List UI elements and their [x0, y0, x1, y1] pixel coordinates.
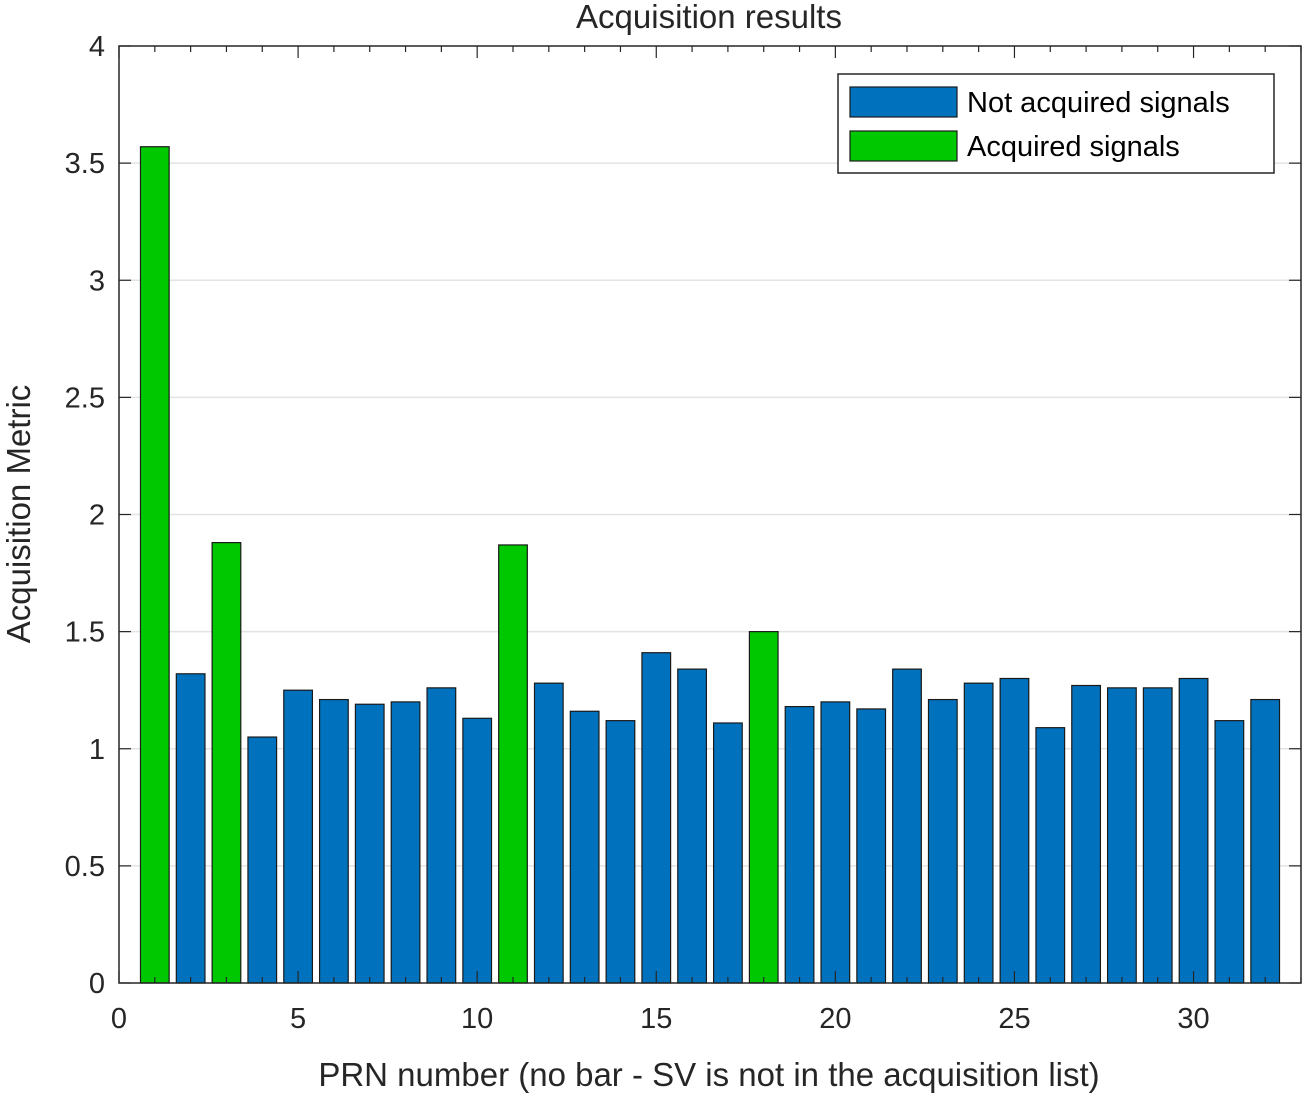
bar-prn-10: [462, 717, 493, 984]
bar-prn-26: [1035, 727, 1066, 984]
x-tick-label: 15: [640, 1003, 672, 1035]
bar-prn-4: [247, 736, 278, 984]
y-tick-label: 1.5: [65, 617, 105, 649]
y-tick-label: 3: [89, 265, 105, 297]
y-tick-label: 3.5: [65, 148, 105, 180]
bar-prn-28: [1106, 687, 1137, 984]
bar-prn-2: [175, 673, 206, 984]
legend-swatch: [849, 86, 958, 118]
legend: Not acquired signals Acquired signals: [837, 73, 1275, 174]
bars: [139, 146, 1281, 984]
y-tick-label: 2.5: [65, 382, 105, 414]
bar-prn-31: [1214, 720, 1245, 984]
bar-prn-11: [498, 544, 528, 984]
y-tick-label: 0: [89, 968, 105, 1000]
grid-lines: [119, 162, 1301, 867]
bar-prn-8: [390, 701, 421, 984]
bar-prn-24: [963, 682, 994, 984]
bar-prn-21: [856, 708, 887, 984]
y-tick-label: 4: [89, 31, 105, 63]
chart-title: Acquisition results: [576, 0, 842, 35]
bar-prn-23: [927, 698, 958, 984]
bar-prn-25: [999, 677, 1030, 984]
bar-prn-9: [426, 687, 457, 984]
axis-ticks: 0 5 10 15 20 25 30 0 0.5 1 1.5 2 2.5 3 3.5 4: [65, 31, 1302, 1035]
y-tick-label: 1: [89, 734, 105, 766]
bar-prn-16: [677, 668, 708, 984]
bar-prn-29: [1142, 687, 1173, 984]
bar-prn-7: [354, 703, 385, 984]
bar-prn-12: [533, 682, 564, 984]
y-tick-label: 2: [89, 500, 105, 532]
bar-prn-20: [820, 701, 851, 984]
bar-prn-3: [211, 542, 242, 984]
y-axis-title: Acquisition Metric: [0, 385, 37, 644]
x-tick-label: 20: [819, 1003, 851, 1035]
x-tick-label: 30: [1177, 1003, 1209, 1035]
bar-prn-14: [605, 720, 636, 984]
bar-prn-22: [892, 668, 922, 984]
bar-prn-30: [1178, 677, 1209, 984]
x-tick-label: 0: [111, 1003, 127, 1035]
legend-label: Not acquired signals: [967, 87, 1230, 119]
bar-prn-15: [641, 652, 672, 984]
bar-prn-6: [318, 698, 349, 984]
bar-prn-27: [1071, 684, 1102, 984]
legend-swatch: [849, 130, 958, 162]
x-axis-title: PRN number (no bar - SV is not in the ac…: [318, 1056, 1099, 1093]
x-tick-label: 10: [461, 1003, 493, 1035]
bar-prn-5: [283, 689, 314, 984]
x-tick-label: 5: [290, 1003, 306, 1035]
x-tick-label: 25: [998, 1003, 1030, 1035]
bar-prn-1: [139, 146, 170, 984]
legend-label: Acquired signals: [967, 131, 1180, 163]
bar-prn-18: [748, 631, 779, 984]
y-tick-label: 0.5: [65, 851, 105, 883]
bar-prn-17: [712, 722, 743, 984]
bar-prn-32: [1250, 698, 1281, 984]
bar-prn-19: [784, 705, 815, 984]
bar-prn-13: [569, 710, 600, 984]
